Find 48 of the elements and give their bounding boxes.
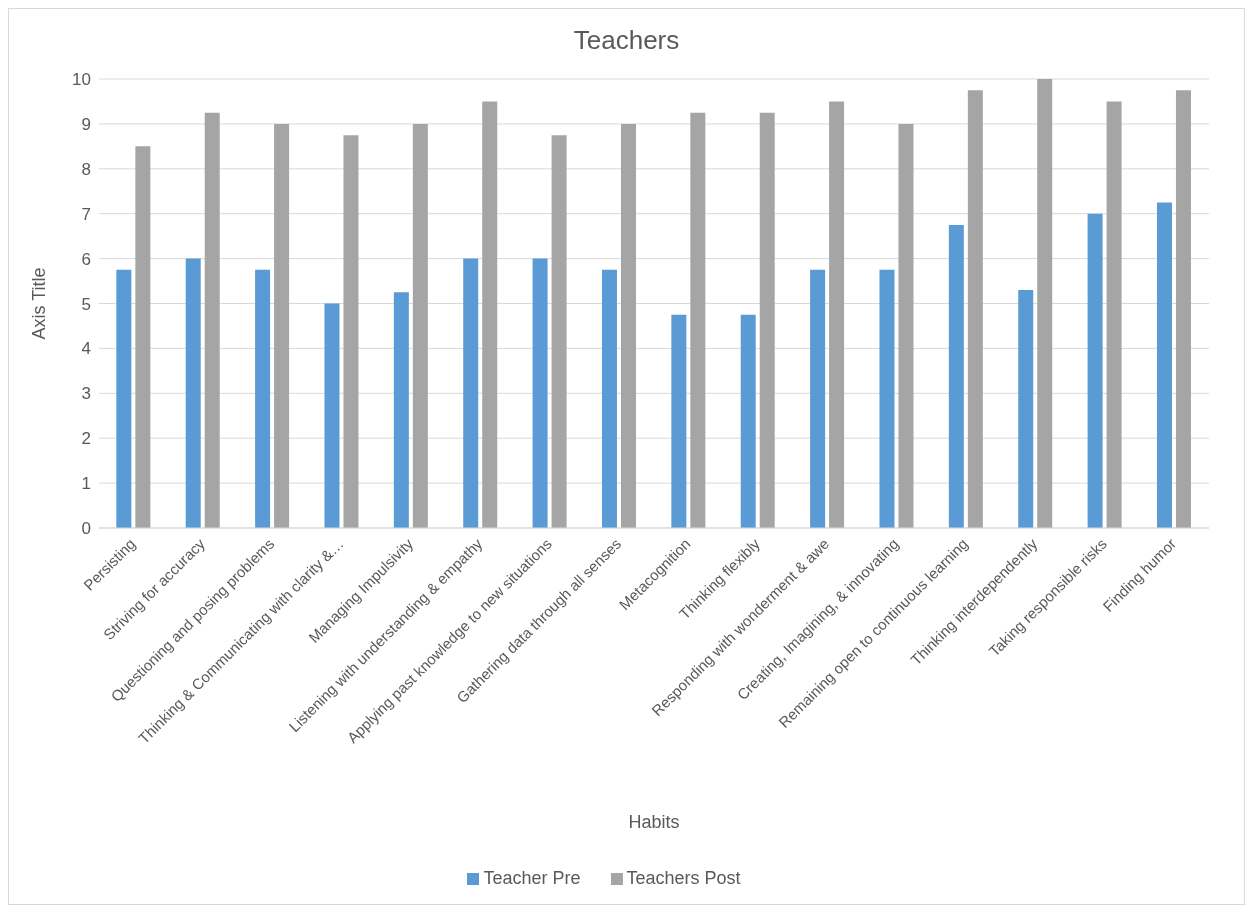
bar — [1156, 202, 1172, 528]
bar — [620, 123, 636, 528]
bar — [967, 90, 983, 528]
y-tick-label: 4 — [81, 339, 91, 359]
legend-label: Teachers Post — [626, 868, 741, 888]
bar — [274, 123, 290, 528]
bar — [255, 269, 271, 528]
y-tick-label: 9 — [81, 114, 91, 134]
bar — [1037, 79, 1053, 528]
chart-title: Teachers — [572, 24, 681, 57]
y-tick-label: 3 — [81, 384, 91, 404]
bar — [740, 314, 756, 528]
bar — [601, 269, 617, 528]
bar — [1106, 101, 1122, 528]
bar — [1175, 90, 1191, 528]
x-axis-title: Habits — [628, 812, 680, 832]
bar — [1087, 213, 1103, 528]
bar — [135, 146, 151, 528]
bar — [810, 269, 826, 528]
bar — [690, 112, 706, 528]
bar — [482, 101, 498, 528]
y-tick-label: 2 — [81, 429, 91, 449]
bar — [551, 135, 567, 528]
y-axis-title: Axis Title — [29, 267, 50, 340]
y-tick-label: 8 — [81, 159, 91, 179]
y-tick-label: 1 — [81, 474, 91, 494]
y-tick-label: 0 — [81, 519, 91, 539]
bar — [532, 258, 548, 528]
bar — [204, 112, 220, 528]
y-tick-label: 10 — [72, 70, 91, 90]
legend-label: Teacher Pre — [483, 868, 581, 888]
bar — [671, 314, 687, 528]
bar — [185, 258, 201, 528]
bar — [393, 292, 409, 528]
bar — [463, 258, 479, 528]
bar — [759, 112, 775, 528]
y-tick-label: 6 — [81, 249, 91, 269]
bar — [829, 101, 845, 528]
y-tick-label: 7 — [81, 204, 91, 224]
bar — [324, 303, 340, 528]
bar — [1018, 290, 1034, 528]
bar — [116, 269, 132, 528]
bar — [412, 123, 428, 528]
y-tick-label: 5 — [81, 294, 91, 314]
bar — [879, 269, 895, 528]
bar — [898, 123, 914, 528]
bar — [948, 224, 964, 528]
bar — [343, 135, 359, 528]
